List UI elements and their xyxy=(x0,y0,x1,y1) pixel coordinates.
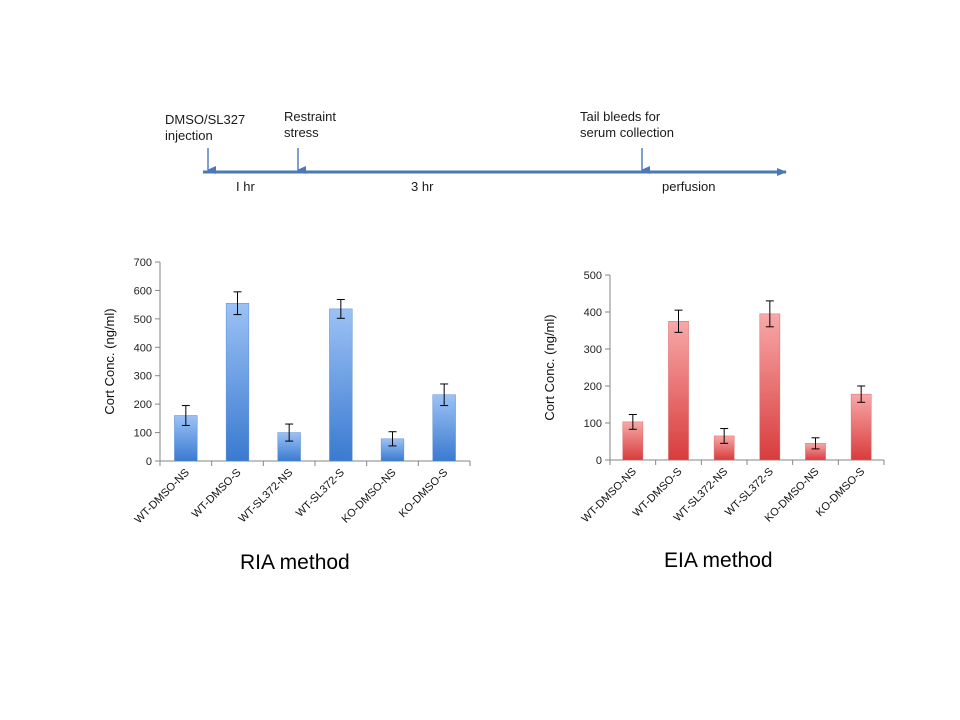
bar-wt-dmso-s xyxy=(225,302,250,462)
y-tick-label: 300 xyxy=(134,371,152,383)
x-tick-label: KO-DMSO-S xyxy=(397,467,450,520)
y-tick-label: 600 xyxy=(134,285,152,297)
x-tick-label: WT-DMSO-NS xyxy=(579,466,638,525)
error-bar xyxy=(181,405,190,426)
interval-label-1hr: I hr xyxy=(236,179,255,194)
y-axis-title: Cort Conc. (ng/ml) xyxy=(542,314,557,420)
event-label-injection: DMSO/SL327 injection xyxy=(165,112,245,144)
bar-wt-sl372-s xyxy=(329,308,353,462)
error-bar xyxy=(440,383,449,407)
y-tick-label: 200 xyxy=(134,399,152,411)
event-label-restraint-line1: Restraint xyxy=(284,109,337,124)
y-tick-label: 100 xyxy=(134,428,152,440)
ria-bar-chart: 0 100 200 300 400 500 600 700 Cort Conc. (ng/ml)… xyxy=(102,257,471,526)
event-label-tail-bleed: Tail bleeds for serum collection xyxy=(580,109,674,141)
error-bar xyxy=(336,299,345,319)
x-tick-label: WT-SL372-S xyxy=(294,467,347,520)
y-tick-label: 0 xyxy=(596,455,602,467)
x-tick-label: WT-DMSO-NS xyxy=(132,467,191,526)
event-label-tail-bleed-line1: Tail bleeds for xyxy=(580,109,661,124)
error-bar xyxy=(233,291,242,316)
y-tick-label: 100 xyxy=(584,418,602,430)
error-bar xyxy=(674,309,683,333)
y-tick-label: 400 xyxy=(134,342,152,354)
x-tick-label: KO-DMSO-S xyxy=(814,466,867,519)
y-tick-label: 200 xyxy=(584,381,602,393)
error-bar xyxy=(857,385,866,403)
y-tick-label: 700 xyxy=(134,257,152,269)
x-tick-label: WT-SL372-NS xyxy=(237,467,296,526)
y-tick-label: 500 xyxy=(134,314,152,326)
y-tick-label: 500 xyxy=(584,270,602,282)
error-bar xyxy=(285,423,294,442)
event-label-injection-line2: injection xyxy=(165,128,213,143)
bar-ko-dmso-s xyxy=(850,393,872,461)
error-bar xyxy=(811,437,820,450)
timeline-diagram xyxy=(203,148,787,176)
x-tick-label: KO-DMSO-NS xyxy=(340,467,399,526)
error-bar xyxy=(720,428,729,444)
error-bar xyxy=(765,300,774,328)
event-label-restraint-line2: stress xyxy=(284,125,319,140)
error-bar xyxy=(388,431,397,447)
event-label-injection-line1: DMSO/SL327 xyxy=(165,112,246,127)
event-label-restraint: Restraint stress xyxy=(284,109,336,141)
y-axis-title: Cort Conc. (ng/ml) xyxy=(102,308,117,414)
ria-method-caption: RIA method xyxy=(240,551,350,574)
y-tick-label: 0 xyxy=(146,456,152,468)
bar-wt-dmso-s xyxy=(668,321,689,461)
y-tick-label: 300 xyxy=(584,344,602,356)
y-tick-label: 400 xyxy=(584,307,602,319)
error-bar xyxy=(628,413,637,430)
interval-label-3hr: 3 hr xyxy=(411,179,434,194)
interval-label-perfusion: perfusion xyxy=(662,179,716,194)
eia-bar-chart: 0 100 200 300 400 500 Cort Conc. (ng/ml) WT-DMS… xyxy=(542,270,885,525)
bar-wt-sl372-s xyxy=(759,313,781,461)
event-label-tail-bleed-line2: serum collection xyxy=(580,125,674,140)
eia-method-caption: EIA method xyxy=(664,549,773,572)
x-tick-label: WT-DMSO-S xyxy=(190,467,244,521)
